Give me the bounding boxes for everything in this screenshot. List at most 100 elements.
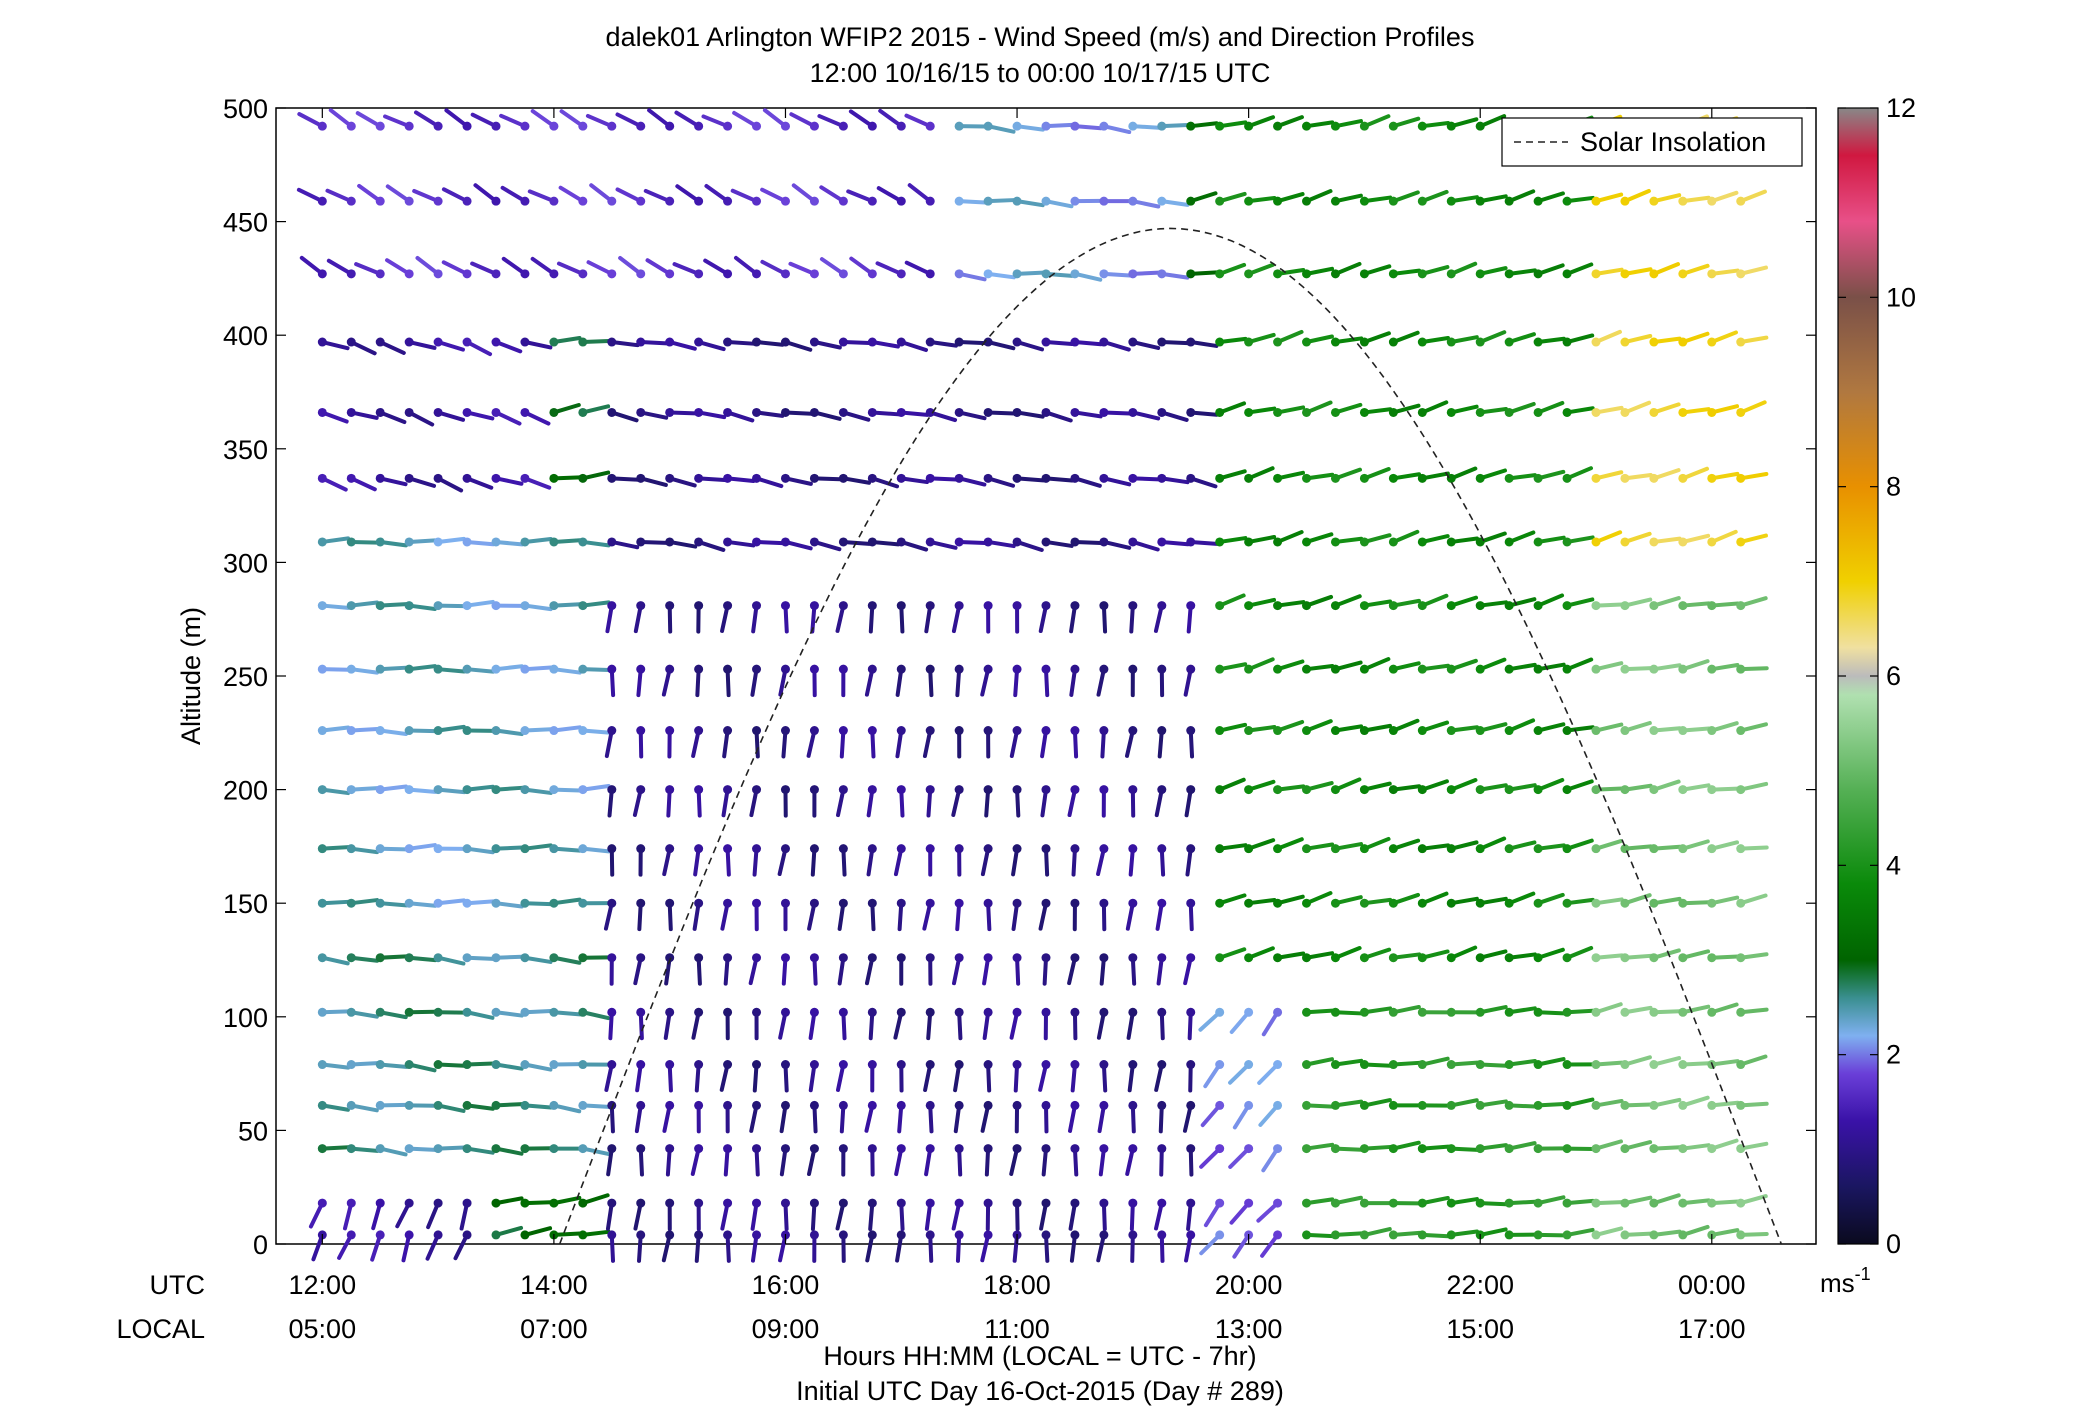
wind-barb	[662, 1100, 675, 1133]
wind-barb-dot	[838, 898, 848, 908]
wind-barb	[904, 260, 935, 279]
wind-barb	[643, 188, 675, 206]
wind-barb-dot	[983, 1230, 993, 1240]
wind-barb	[980, 664, 993, 697]
wind-barb-dot	[607, 1007, 617, 1017]
wind-barb-dot	[1446, 1198, 1456, 1208]
wind-barb	[1475, 266, 1508, 279]
wind-barb-dot	[1649, 1007, 1659, 1017]
wind-barb-dot	[1678, 1100, 1688, 1110]
wind-barb	[893, 1007, 906, 1040]
wind-barb	[1041, 537, 1074, 548]
wind-barb	[1417, 120, 1451, 131]
wind-barb	[1504, 401, 1536, 417]
wind-barb-dot	[983, 1007, 993, 1017]
wind-barb	[1215, 120, 1248, 131]
wind-barb-dot	[1128, 1230, 1138, 1240]
wind-barb	[1096, 1230, 1109, 1263]
wind-barb-dot	[1620, 196, 1630, 206]
wind-barb	[1620, 1100, 1653, 1110]
wind-barb	[752, 1007, 762, 1041]
wind-barb	[723, 1100, 733, 1134]
wind-barb	[1591, 722, 1624, 736]
wind-barb	[1533, 593, 1565, 611]
wind-barb-dot	[780, 121, 790, 131]
wind-barb	[692, 898, 704, 931]
wind-barb	[375, 473, 408, 487]
wind-barb	[896, 1060, 906, 1093]
solar-insolation-curve	[558, 227, 1783, 1245]
wind-barb	[1330, 1099, 1364, 1110]
wind-barb	[1302, 1007, 1335, 1017]
wind-barb-dot	[433, 1007, 443, 1017]
wind-barb	[752, 407, 785, 418]
wind-barb-dot	[636, 1230, 646, 1240]
wind-barb	[491, 537, 524, 547]
wind-barb	[878, 108, 906, 131]
wind-barb-dot	[549, 601, 559, 611]
wind-barb	[1302, 400, 1333, 417]
wind-barb	[1446, 945, 1478, 963]
wind-barb-dot	[1157, 664, 1167, 674]
wind-barb	[1504, 1230, 1538, 1240]
wind-barb-dot	[665, 473, 675, 483]
wind-barb-dot	[491, 407, 501, 417]
wind-barb	[1330, 1195, 1363, 1208]
wind-barb-dot	[780, 269, 790, 279]
wind-barb-dot	[780, 407, 790, 417]
wind-barb-dot	[1417, 1144, 1427, 1154]
wind-barb	[462, 599, 495, 611]
wind-barb	[1302, 781, 1334, 795]
wind-barb-dot	[780, 473, 790, 483]
wind-barb-dot	[1359, 785, 1369, 795]
wind-barb	[1736, 664, 1769, 674]
wind-barb	[1157, 1100, 1167, 1134]
wind-barb-dot	[520, 1230, 530, 1240]
wind-barb	[1125, 898, 1138, 931]
wind-barb	[633, 1198, 646, 1231]
wind-barb-dot	[578, 1060, 588, 1070]
wind-barb	[924, 601, 935, 634]
wind-barb	[1475, 1198, 1509, 1208]
wind-barb	[527, 189, 559, 206]
wind-barb-dot	[838, 1144, 848, 1154]
wind-barb	[694, 664, 704, 698]
wind-barb-dot	[1707, 196, 1717, 206]
wind-barb	[691, 1007, 704, 1040]
wind-barb	[1330, 402, 1363, 417]
wind-barb-dot	[752, 726, 762, 736]
wind-barb	[1736, 265, 1768, 279]
wind-barb-dot	[1215, 121, 1225, 131]
wind-barb-dot	[1273, 1100, 1283, 1110]
wind-barb-dot	[723, 726, 733, 736]
wind-barb-dot	[1244, 1100, 1254, 1110]
wind-barb-dot	[636, 1198, 646, 1208]
wind-barb	[412, 189, 443, 206]
wind-barb-dot	[1707, 269, 1717, 279]
wind-barb-dot	[1417, 898, 1427, 908]
wind-barb	[1388, 529, 1420, 547]
wind-barb	[1417, 400, 1449, 417]
wind-barb-dot	[1128, 337, 1138, 347]
wind-barb-dot	[723, 953, 733, 963]
wind-barb-dot	[1302, 473, 1312, 483]
wind-barb	[1128, 953, 1138, 986]
wind-barb	[491, 1100, 524, 1110]
wind-barb-dot	[1649, 269, 1659, 279]
wind-barb	[1446, 896, 1479, 908]
wind-barb-dot	[752, 664, 762, 674]
wind-barb-dot	[1504, 1230, 1514, 1240]
wind-barb	[1070, 337, 1103, 347]
wind-barb-dot	[896, 785, 906, 795]
wind-barb-dot	[1215, 196, 1225, 206]
wind-barbs-layer	[296, 108, 1769, 1263]
wind-barb	[1070, 269, 1103, 282]
wind-barb-dot	[1388, 337, 1398, 347]
wind-barb-dot	[1388, 121, 1398, 131]
wind-barb	[694, 473, 727, 483]
wind-barb-dot	[694, 664, 704, 674]
wind-barb-dot	[896, 1100, 906, 1110]
wind-barb-dot	[1446, 601, 1456, 611]
wind-barb	[1330, 1007, 1364, 1017]
colorbar-tick-label: 6	[1886, 661, 1901, 691]
